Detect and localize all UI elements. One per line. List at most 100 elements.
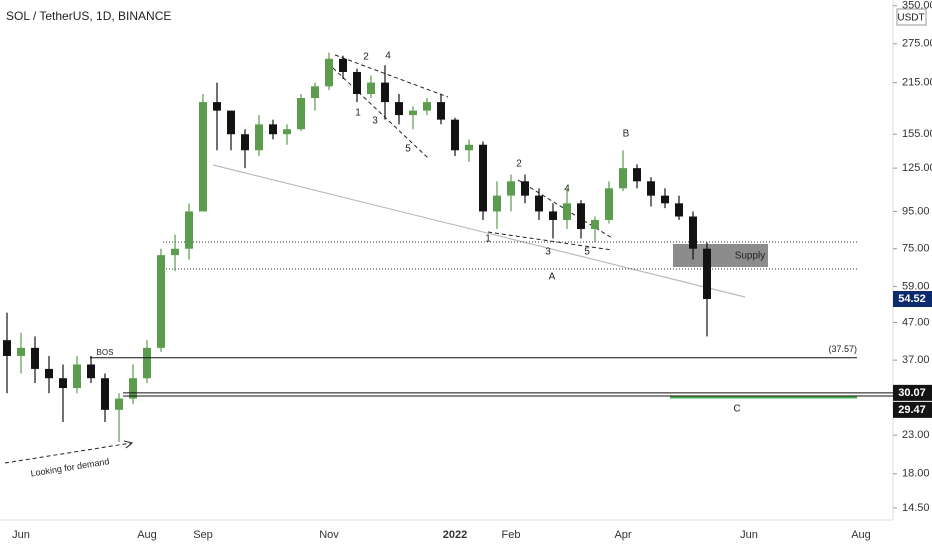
y-tick-label: 155.00 — [902, 128, 932, 140]
candle-body — [185, 211, 193, 249]
candle-body — [647, 181, 655, 196]
annotation: 1 — [355, 108, 361, 119]
y-tick-label: 95.00 — [902, 205, 930, 217]
candle-body — [549, 211, 557, 220]
currency-box — [896, 8, 927, 26]
candle-body — [535, 195, 543, 212]
price-tag-label: 29.47 — [898, 404, 926, 416]
annotation: 5 — [405, 144, 411, 155]
candle-body — [227, 110, 235, 135]
arrow-head — [123, 440, 134, 449]
x-tick-label: Apr — [614, 529, 631, 541]
annotation: BOS — [97, 348, 114, 357]
candle-body — [157, 255, 165, 348]
candle-body — [661, 195, 669, 204]
x-tick-label: Sep — [193, 529, 213, 541]
annotation: 4 — [385, 51, 391, 62]
annotation: B — [623, 129, 630, 140]
y-tick-label: 59.00 — [902, 280, 930, 292]
candle-body — [479, 144, 487, 212]
x-tick-label: Feb — [502, 529, 521, 541]
candle-body — [451, 119, 459, 151]
price-tag — [893, 384, 932, 401]
candle-body — [703, 248, 711, 300]
candle-body — [409, 110, 417, 116]
annotation: 2 — [363, 52, 369, 63]
axis: 350.00 275.00 215.00 155.00 125.00 95.00 75.00… — [12, 0, 932, 541]
candle-body — [171, 248, 179, 256]
annotation: A — [549, 272, 556, 283]
annotation: Supply — [735, 251, 766, 262]
candle-body — [605, 188, 613, 220]
price-tag-label: 30.07 — [898, 387, 926, 399]
demand-line — [4, 442, 132, 464]
candle-body — [619, 168, 627, 189]
candle-body — [241, 134, 249, 151]
x-tick-label: Aug — [851, 529, 871, 541]
x-tick-label: Nov — [319, 529, 339, 541]
candle-body — [507, 181, 515, 196]
candle-body — [521, 181, 529, 196]
price-tag — [893, 401, 932, 418]
currency: USDT — [897, 13, 924, 24]
annotation: 3 — [372, 116, 378, 127]
y-tick-label: 23.00 — [902, 429, 930, 441]
candle-body — [577, 203, 585, 229]
y-tick-label: 350.00 — [902, 0, 932, 12]
x-tick-label: 2022 — [443, 529, 467, 541]
candle-body — [437, 102, 445, 120]
y-tick-label: 14.50 — [902, 502, 930, 514]
candle-body — [465, 144, 473, 151]
candle-body — [73, 364, 81, 389]
y-tick-label: 275.00 — [902, 38, 932, 50]
candle-body — [87, 364, 95, 379]
x-tick-label: Jun — [12, 529, 30, 541]
candle-body — [45, 368, 53, 379]
wedge-line — [334, 54, 449, 98]
candle-body — [633, 168, 641, 182]
y-tick-label: 18.00 — [902, 468, 930, 480]
chart-title: SOL / TetherUS, 1D, BINANCE — [6, 9, 171, 23]
wedge-line — [332, 67, 429, 159]
candle-body — [31, 347, 39, 369]
price-tag-label: 54.52 — [898, 293, 926, 305]
y-tick-label: 125.00 — [902, 162, 932, 174]
candle-body — [339, 58, 347, 72]
candle-body — [493, 195, 501, 212]
x-tick-label: Aug — [137, 529, 157, 541]
candle-body — [115, 398, 123, 410]
candle-body — [3, 340, 11, 356]
annotation: 3 — [545, 247, 551, 258]
candle-body — [283, 129, 291, 135]
candle-body — [143, 347, 151, 379]
price-tag — [893, 291, 932, 308]
y-tick-label: 75.00 — [902, 243, 930, 255]
candle-body — [423, 102, 431, 111]
annotation: C — [733, 404, 740, 415]
supply-zone — [673, 244, 768, 267]
candle-body — [255, 124, 263, 151]
candle-body — [101, 378, 109, 410]
candle-body — [213, 102, 221, 111]
price-line-label: (37.57) — [828, 344, 857, 354]
annotation: 2 — [516, 159, 522, 170]
candle-body — [675, 203, 683, 217]
x-tick-label: Jun — [740, 529, 758, 541]
candle-body — [311, 86, 319, 99]
candle-body — [591, 219, 599, 229]
y-tick-label: 37.00 — [902, 354, 930, 366]
candle-body — [17, 347, 25, 356]
candle-body — [297, 98, 305, 130]
candle-body — [353, 71, 361, 95]
candle-body — [395, 102, 403, 116]
y-tick-label: 47.00 — [902, 316, 930, 328]
candle-body — [269, 124, 277, 135]
annotation: 5 — [584, 247, 590, 258]
annotation: 1 — [485, 234, 491, 245]
candle-body — [689, 216, 697, 249]
candle-body — [563, 203, 571, 220]
trend-line — [212, 164, 746, 298]
candle-body — [59, 378, 67, 389]
